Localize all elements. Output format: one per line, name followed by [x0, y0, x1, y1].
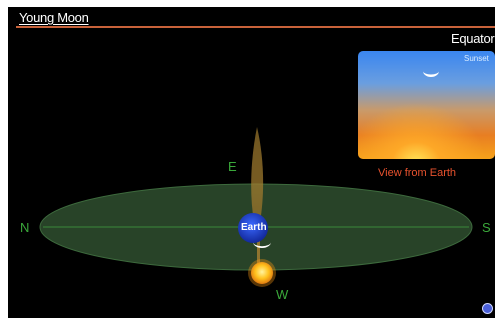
- direction-east-label: E: [228, 159, 237, 174]
- direction-north-label: N: [20, 220, 30, 235]
- sun-path-below-horizon: [257, 223, 260, 275]
- panel-crescent-moon-icon: [423, 71, 439, 77]
- help-icon[interactable]: [482, 303, 493, 314]
- location-label: Equator: [451, 31, 495, 46]
- simulation-stage: Young Moon Equator E N S W Earth Sunset …: [8, 7, 495, 318]
- earth-globe[interactable]: [238, 213, 268, 243]
- sunset-glow: [358, 51, 495, 159]
- direction-south-label: S: [482, 220, 491, 235]
- panel-caption: View from Earth: [378, 167, 457, 179]
- sun-icon[interactable]: [248, 259, 276, 287]
- direction-west-label: W: [276, 287, 289, 302]
- sun-path-trail: [251, 127, 264, 222]
- view-from-earth-panel: Sunset: [358, 51, 495, 159]
- title-divider: [16, 26, 495, 28]
- earth-label: Earth: [241, 222, 267, 233]
- celestial-scene: [39, 127, 473, 287]
- crescent-moon-icon[interactable]: [253, 242, 271, 248]
- panel-sky-label: Sunset: [464, 54, 489, 63]
- page-title: Young Moon: [19, 10, 89, 25]
